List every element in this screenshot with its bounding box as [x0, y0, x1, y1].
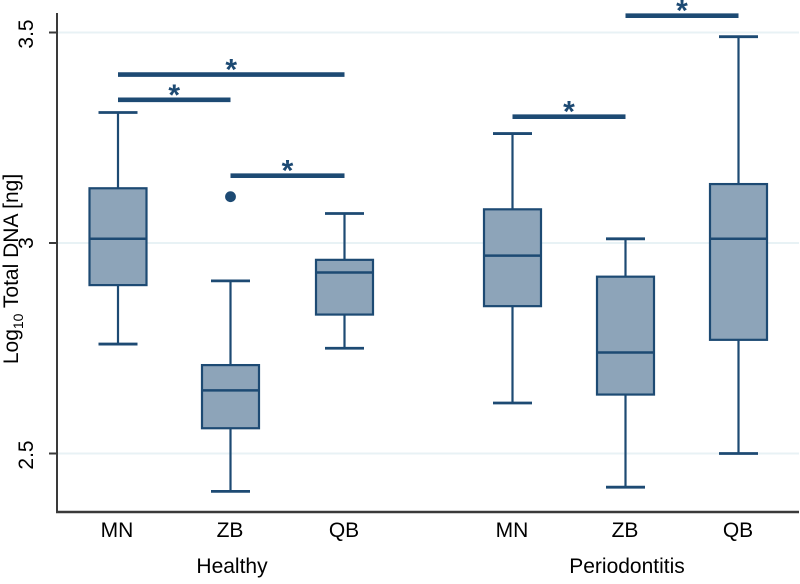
x-label-perio-zb: ZB	[611, 519, 639, 542]
group-label-periodontitis: Periodontitis	[569, 555, 685, 578]
y-tick-label-3: 3	[15, 237, 38, 249]
x-label-healthy-zb: ZB	[216, 519, 244, 542]
significance-asterisk-1: *	[168, 79, 180, 112]
box-periodontitis-mn	[482, 208, 543, 308]
x-label-perio-qb: QB	[722, 519, 754, 542]
significance-asterisk-2: *	[282, 155, 294, 188]
x-label-perio-mn: MN	[495, 519, 529, 542]
box-healthy-mn	[88, 187, 148, 287]
x-label-healthy-qb: QB	[328, 519, 360, 542]
x-label-healthy-mn: MN	[100, 519, 134, 542]
box-healthy-zb	[200, 363, 261, 430]
outlier-healthy-zb	[225, 191, 236, 203]
y-axis-title-subscript: 10	[10, 313, 27, 330]
significance-asterisk-4: *	[676, 0, 688, 28]
y-tick-label-3-5: 3.5	[15, 19, 38, 49]
box-periodontitis-qb	[708, 182, 769, 341]
y-axis-title-pre: Log	[0, 329, 23, 365]
y-tick-label-2-5: 2.5	[15, 440, 38, 470]
group-label-healthy: Healthy	[196, 555, 268, 578]
significance-asterisk-0: *	[225, 54, 237, 87]
box-healthy-qb	[314, 258, 375, 316]
y-axis-title: Log10 Total DNA [ng]	[0, 174, 26, 364]
significance-asterisk-3: *	[563, 96, 575, 129]
box-periodontitis-zb	[595, 275, 656, 396]
